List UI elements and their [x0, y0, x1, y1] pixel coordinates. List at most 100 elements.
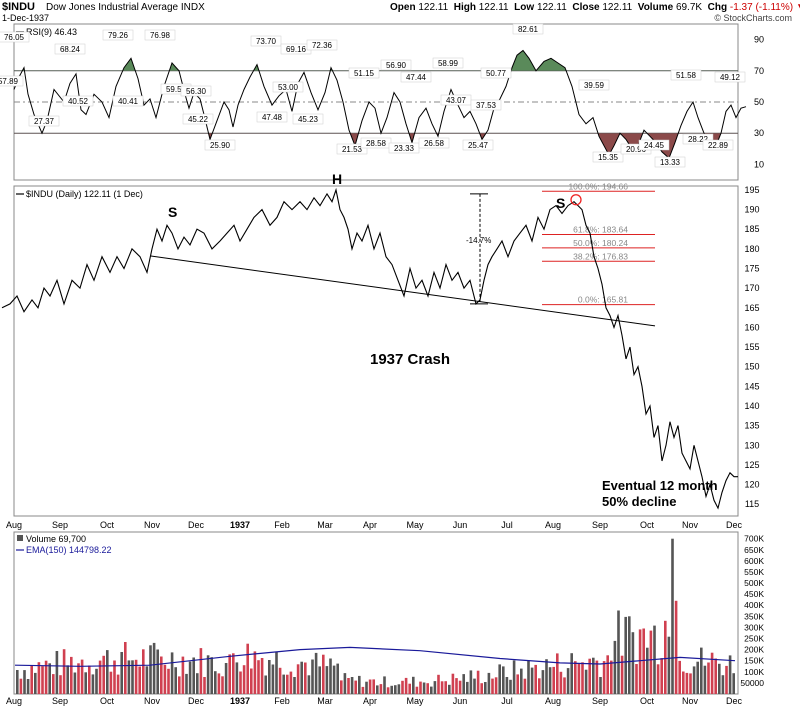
volume-bar	[408, 683, 411, 694]
price-x-tick: Oct	[100, 520, 115, 530]
rsi-value-box	[702, 139, 734, 151]
rsi-value-label: 37.53	[476, 101, 497, 110]
volume-bar	[725, 665, 728, 694]
volume-bar	[102, 655, 105, 694]
volume-x-tick: 1937	[230, 696, 250, 706]
volume-tick-label: 300K	[744, 622, 764, 632]
high-label: High	[453, 2, 476, 13]
volume-bar	[638, 629, 642, 694]
volume-bar	[707, 662, 710, 694]
rsi-value-label: 53.00	[278, 83, 299, 92]
price-x-tick: May	[406, 520, 424, 530]
volume-tick-label: 450K	[744, 589, 764, 599]
volume-bar	[516, 674, 519, 694]
volume-bar	[239, 671, 242, 694]
price-x-tick: Aug	[6, 520, 22, 530]
volume-bar	[156, 649, 159, 694]
rsi-value-box	[654, 156, 686, 168]
price-tick-label: 145	[744, 381, 759, 391]
volume-x-tick: Oct	[100, 696, 115, 706]
volume-tick-label: 50000	[740, 678, 764, 688]
price-tick-label: 120	[744, 480, 759, 490]
index-name: Dow Jones Industrial Average	[46, 2, 179, 13]
rsi-value-label: 57.89	[0, 77, 19, 86]
rsi-value-box	[470, 99, 502, 111]
volume-bar	[476, 670, 480, 694]
volume-bar	[498, 664, 501, 694]
volume-bar	[160, 656, 163, 694]
volume-bar	[646, 647, 649, 694]
low-value: 122.11	[536, 2, 567, 13]
volume-bar	[311, 659, 314, 694]
volume-bar	[332, 665, 336, 694]
volume-bar	[606, 655, 609, 694]
rsi-value-label: 28.58	[366, 139, 387, 148]
volume-bar	[188, 661, 192, 694]
volume-bar	[181, 656, 185, 694]
rsi-value-box	[400, 71, 432, 83]
volume-bar	[48, 663, 51, 694]
volume-bar	[242, 665, 246, 694]
rsi-value-label: 50.77	[486, 69, 507, 78]
volume-bar	[95, 668, 98, 694]
close-label: Close	[572, 2, 600, 13]
volume-bar	[566, 668, 570, 694]
volume-bar	[448, 684, 451, 694]
rsi-value-label: 27.37	[34, 117, 55, 126]
price-x-tick: 1937	[230, 520, 250, 530]
volume-bar	[206, 655, 210, 694]
volume-bar	[628, 616, 631, 694]
close-value: 122.11	[602, 2, 633, 13]
rsi-value-box	[512, 23, 544, 35]
rsi-value-box	[182, 113, 214, 125]
rsi-value-label: 40.52	[68, 97, 89, 106]
volume-bar	[368, 679, 372, 694]
rsi-value-label: 28.22	[688, 135, 709, 144]
volume-bar	[642, 628, 645, 694]
annotation-left-shoulder: S	[168, 204, 177, 220]
volume-bar	[728, 655, 732, 694]
volume-x-tick: Nov	[144, 696, 161, 706]
rsi-value-box	[480, 67, 512, 79]
ema-line	[14, 646, 736, 667]
volume-bar	[559, 671, 563, 694]
volume-bar	[494, 677, 498, 694]
volume-bar	[41, 666, 44, 694]
price-line	[1, 187, 738, 510]
rsi-value-box	[54, 43, 86, 55]
volume-bar	[264, 675, 267, 694]
rsi-value-label: 58.99	[438, 59, 459, 68]
volume-bar	[678, 660, 681, 694]
volume-bar	[455, 678, 458, 694]
open-value: 122.11	[418, 2, 449, 13]
volume-bar	[217, 673, 221, 694]
volume-bar	[257, 660, 260, 694]
price-tick-label: 185	[744, 224, 759, 234]
chg-value: -1.37 (-1.11%)	[729, 2, 794, 13]
rsi-value-box	[112, 95, 144, 107]
rsi-value-box	[670, 69, 702, 81]
volume-bar	[552, 666, 555, 694]
ema-legend: EMA(150) 144798.22	[26, 545, 112, 555]
volume-bar	[120, 652, 123, 694]
volume-bar	[314, 652, 318, 694]
volume-bar	[581, 662, 584, 694]
volume-bar	[152, 642, 156, 694]
volume-bar	[610, 660, 613, 694]
volume-bar	[548, 667, 552, 694]
volume-bar	[682, 671, 685, 694]
volume-bar	[502, 666, 505, 694]
volume-bar	[372, 679, 375, 694]
volume-bar	[34, 672, 37, 694]
volume-bar	[660, 658, 663, 694]
rsi-tick-label: 90	[754, 35, 764, 45]
volume-tick-label: 150K	[744, 656, 764, 666]
volume-bar	[386, 687, 390, 694]
volume-x-tick: Dec	[726, 696, 743, 706]
rsi-tick-label: 10	[754, 159, 764, 169]
symbol-name: Dow Jones Industrial Average INDX	[46, 2, 205, 13]
volume-bar	[692, 666, 696, 694]
volume-bar	[232, 653, 235, 694]
